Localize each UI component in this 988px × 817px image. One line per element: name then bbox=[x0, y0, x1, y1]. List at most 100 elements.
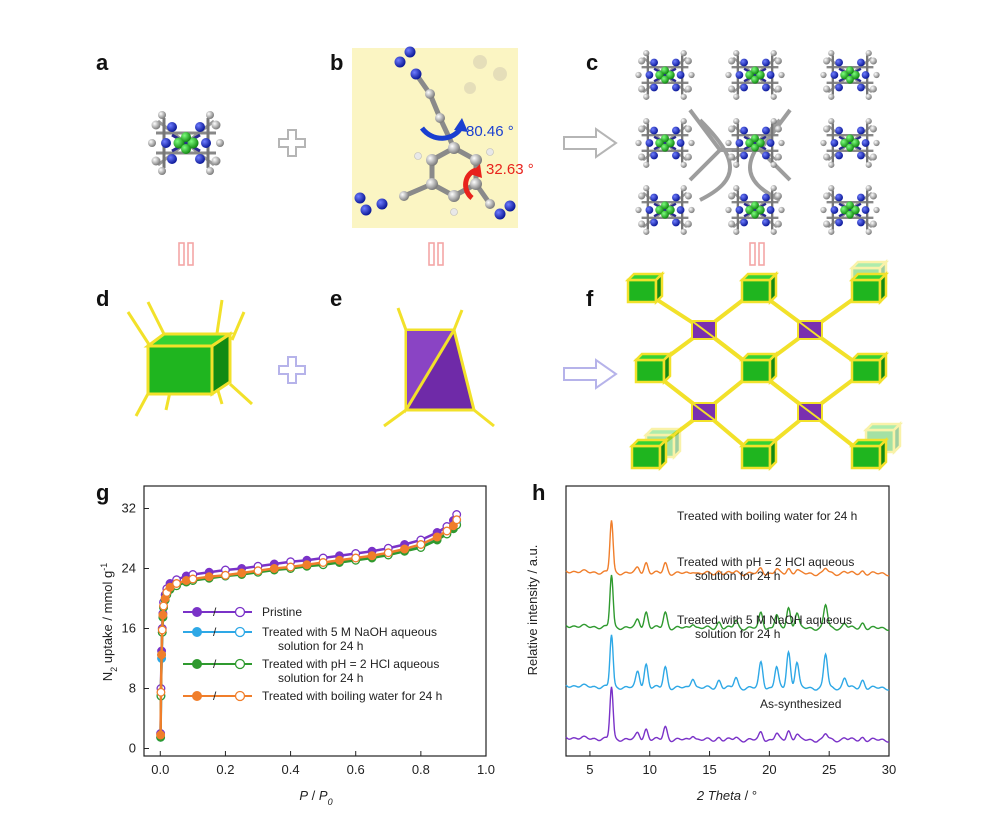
h-xtick-label: 15 bbox=[702, 762, 716, 777]
chart-h-frame bbox=[565, 485, 890, 757]
g-ytick-label: 8 bbox=[129, 681, 136, 696]
panel-label-g: g bbox=[96, 480, 109, 505]
h-xtick-label: 10 bbox=[643, 762, 657, 777]
chart-g-xlabel: P / P0 bbox=[299, 788, 332, 807]
h-pattern-label: As-synthesized bbox=[760, 697, 841, 711]
h-xtick-label: 30 bbox=[882, 762, 896, 777]
equals-icon-c bbox=[749, 242, 765, 266]
g-legend-sep: / bbox=[213, 625, 217, 639]
g-xtick-label: 0.4 bbox=[282, 762, 300, 777]
panel-a-cluster-structure bbox=[146, 109, 226, 177]
panel-label-h: h bbox=[532, 480, 545, 505]
g-data-point bbox=[204, 572, 214, 582]
g-xtick-label: 1.0 bbox=[477, 762, 495, 777]
g-data-point bbox=[400, 544, 410, 554]
g-data-point bbox=[253, 566, 263, 576]
panel-d-cube-node bbox=[126, 299, 254, 417]
g-legend-marker-filled bbox=[192, 627, 202, 637]
plus-icon-bottom bbox=[278, 356, 306, 384]
h-xtick-label: 5 bbox=[586, 762, 593, 777]
angle-label-red: 32.63 ° bbox=[486, 161, 534, 178]
g-data-point bbox=[269, 564, 279, 573]
g-legend-marker-open bbox=[234, 606, 246, 618]
chart-g-ylabel: N2 uptake / mmol g-1 bbox=[99, 563, 119, 682]
g-data-point bbox=[334, 555, 344, 565]
h-pattern-label: Treated with boiling water for 24 h bbox=[677, 509, 857, 523]
g-legend-marker-filled bbox=[192, 691, 202, 701]
g-legend-sep: / bbox=[213, 605, 217, 619]
panel-label-d: d bbox=[96, 286, 109, 311]
panel-label-a: a bbox=[96, 50, 109, 75]
g-data-point bbox=[383, 548, 393, 558]
equals-icon-a bbox=[178, 242, 194, 266]
g-data-point bbox=[318, 558, 328, 567]
g-xtick-label: 0.8 bbox=[412, 762, 430, 777]
g-legend-sep: / bbox=[213, 689, 217, 703]
g-ytick-label: 0 bbox=[129, 741, 136, 756]
h-pattern-line bbox=[565, 634, 890, 691]
h-pattern-label: solution for 24 h bbox=[695, 627, 780, 641]
g-data-point bbox=[432, 532, 442, 542]
g-legend-marker-filled bbox=[192, 659, 202, 669]
chart-g-n2-isotherm: 0.0 0.2 0.4 0.6 0.8 1.0 0 8 16 24 32 / Pristine / Tre… bbox=[99, 485, 495, 807]
h-pattern-label: Treated with 5 M NaOH aqueous bbox=[677, 613, 852, 627]
panel-f-network-topology bbox=[626, 260, 902, 470]
g-legend-marker-open bbox=[234, 690, 246, 702]
g-data-point bbox=[157, 650, 167, 660]
h-pattern-line bbox=[565, 574, 890, 632]
g-data-point bbox=[452, 515, 462, 525]
g-legend-label: Treated with pH = 2 HCl aqueous bbox=[262, 657, 439, 671]
g-data-point bbox=[157, 625, 167, 635]
panel-label-c: c bbox=[586, 50, 598, 75]
g-data-point bbox=[156, 730, 166, 740]
plus-icon-top bbox=[278, 129, 306, 157]
g-xtick-label: 0.6 bbox=[347, 762, 365, 777]
g-data-point bbox=[156, 687, 166, 697]
g-data-point bbox=[158, 610, 168, 620]
g-xtick-label: 0.2 bbox=[216, 762, 234, 777]
chart-h-ylabel: Relative intensity / a.u. bbox=[525, 545, 540, 676]
panel-label-f: f bbox=[586, 286, 594, 311]
panel-label-e: e bbox=[330, 286, 342, 311]
g-ytick-label: 16 bbox=[122, 621, 136, 636]
h-pattern-line bbox=[565, 686, 890, 743]
panel-label-b: b bbox=[330, 50, 343, 75]
chart-g-frame bbox=[143, 485, 487, 757]
g-data-point bbox=[442, 526, 452, 536]
g-xtick-label: 0.0 bbox=[151, 762, 169, 777]
g-data-point bbox=[237, 568, 247, 578]
h-xtick-label: 20 bbox=[762, 762, 776, 777]
g-ytick-label: 24 bbox=[122, 561, 136, 576]
angle-label-blue: 80.46 ° bbox=[466, 123, 514, 140]
g-data-point bbox=[159, 601, 168, 611]
g-legend-marker-open bbox=[234, 626, 246, 638]
g-data-point bbox=[367, 551, 377, 561]
g-data-point bbox=[220, 570, 230, 580]
g-legend-label: solution for 24 h bbox=[278, 639, 363, 653]
panel-b-ligand-structure bbox=[352, 46, 518, 228]
chart-h-xlabel: 2 Theta / ° bbox=[696, 788, 757, 803]
chart-h-pxrd: 5 10 15 20 25 30 As-synthesized Treated with 5… bbox=[525, 485, 896, 803]
g-data-point bbox=[351, 553, 361, 563]
arrow-icon-top bbox=[563, 127, 618, 159]
g-data-point bbox=[302, 560, 312, 570]
g-legend-marker-open bbox=[234, 658, 246, 670]
h-pattern-label: Treated with pH = 2 HCl aqueous bbox=[677, 555, 854, 569]
g-legend-label: Pristine bbox=[262, 605, 302, 619]
equals-icon-b bbox=[428, 242, 444, 266]
g-legend-sep: / bbox=[213, 657, 217, 671]
g-legend-label: solution for 24 h bbox=[278, 671, 363, 685]
g-data-point bbox=[416, 540, 426, 549]
h-xtick-label: 25 bbox=[822, 762, 836, 777]
g-legend-marker-filled bbox=[192, 607, 202, 617]
g-data-point bbox=[188, 574, 198, 584]
arrow-icon-bottom bbox=[563, 358, 618, 390]
g-data-point bbox=[286, 562, 296, 572]
h-pattern-label: solution for 24 h bbox=[695, 569, 780, 583]
panel-c-framework-structure bbox=[634, 48, 881, 237]
h-pattern-line bbox=[565, 520, 890, 577]
g-data-point bbox=[172, 579, 182, 588]
g-legend-label: Treated with boiling water for 24 h bbox=[262, 689, 442, 703]
g-data-point bbox=[165, 582, 175, 592]
